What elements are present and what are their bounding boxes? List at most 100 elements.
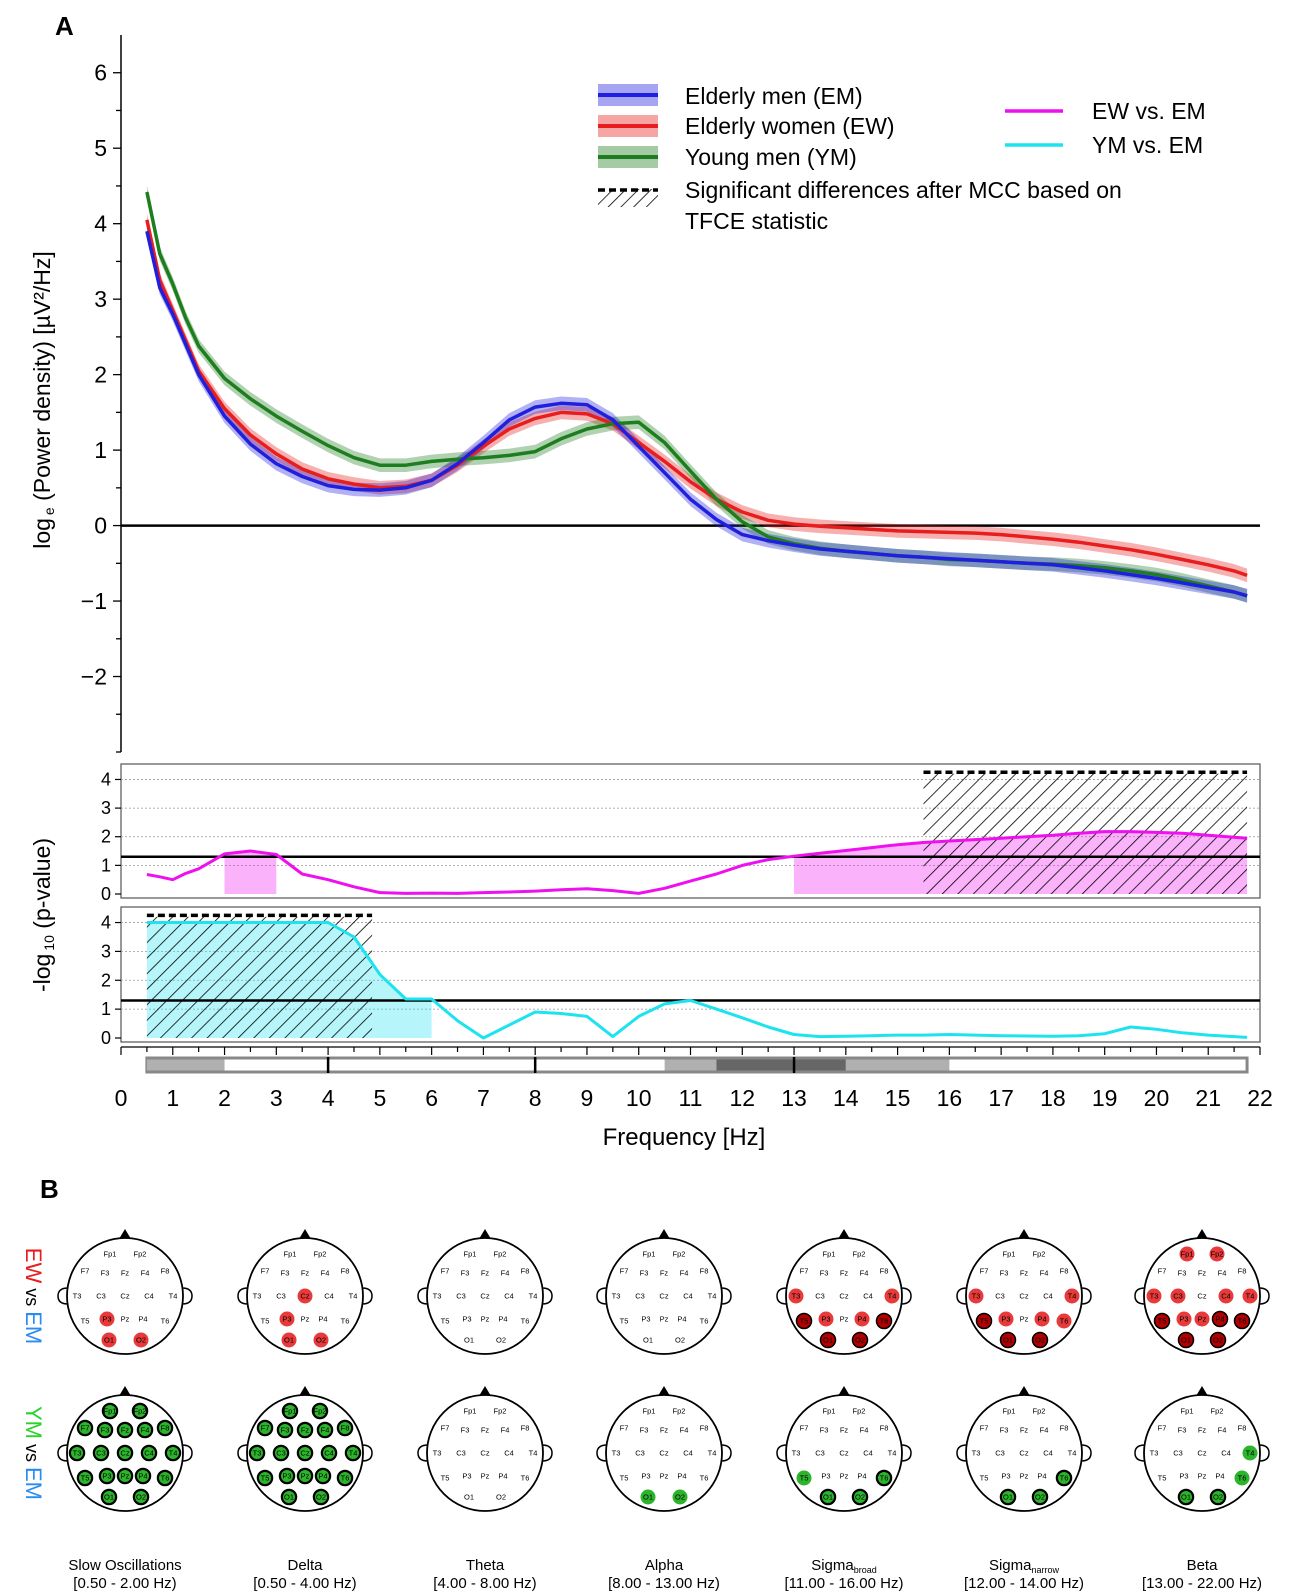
x-tick-label: 2 (218, 1085, 231, 1111)
electrode-label: F7 (441, 1424, 450, 1433)
electrode-label: Cz (659, 1292, 668, 1301)
ym-vs-em-y-tick-label: 2 (101, 970, 111, 990)
electrode-label: Fp2 (673, 1250, 686, 1259)
electrode-marker (1194, 1311, 1210, 1327)
electrode-label: Cz (1197, 1449, 1206, 1458)
scalp-band-name-main: Beta (1187, 1557, 1219, 1574)
scalp-band-name-main: Sigma (989, 1557, 1032, 1574)
row-label-vs: vs (22, 1439, 42, 1467)
scalp-band-range: [11.00 - 16.00 Hz) (785, 1575, 904, 1592)
left-ear (237, 1444, 249, 1462)
electrode-label: T3 (792, 1292, 801, 1301)
electrode-label: Fz (1020, 1426, 1029, 1435)
main-y-tick-label: 4 (94, 211, 107, 237)
electrode-label: P4 (138, 1315, 147, 1324)
electrode-label: F3 (461, 1426, 470, 1435)
electrode-label: Fp2 (1211, 1407, 1224, 1416)
ew-vs-em-y-tick-label: 4 (101, 769, 111, 789)
electrode-label: F4 (680, 1426, 689, 1435)
head-outline (426, 1237, 544, 1355)
electrode-marker (1242, 1288, 1258, 1304)
electrode-label: T3 (253, 1449, 262, 1458)
x-tick-label: 17 (988, 1085, 1014, 1111)
scalp-map-ew-vs-em-7: Fp1 Fp2 F7 F3 Fz F4 F8 T3 C3 Cz C4 T4 T5 P3 Pz P4 T6 O1 O2 (1134, 1229, 1270, 1355)
electrode-label: C3 (1173, 1292, 1183, 1301)
left-ear (1134, 1287, 1146, 1305)
electrode-label: F4 (1040, 1426, 1049, 1435)
electrode-label: T5 (800, 1317, 809, 1326)
left-ear (237, 1287, 249, 1305)
nose-marker (119, 1229, 131, 1239)
electrode-label: C3 (456, 1292, 466, 1301)
electrode-label: O2 (1035, 1493, 1045, 1502)
electrode-label: F7 (980, 1424, 989, 1433)
electrode-label: F7 (800, 1424, 809, 1433)
frequency-band-bar (145, 1056, 1249, 1074)
electrode-label: F4 (1040, 1269, 1049, 1278)
ym-vs-em-significance-hatch (146, 916, 373, 1038)
electrode-label: F3 (101, 1269, 110, 1278)
legend-item-ym: Young men (YM) (598, 144, 857, 170)
band-bar-light (146, 1059, 225, 1071)
scalp-band-range: [4.00 - 8.00 Hz) (433, 1575, 536, 1592)
electrode-label: Pz (121, 1315, 130, 1324)
left-ear (776, 1444, 788, 1462)
electrode-label: Pz (1020, 1315, 1029, 1324)
electrode-label: Fp1 (284, 1250, 297, 1259)
electrode-marker-fill (283, 1491, 295, 1503)
electrode-label: F7 (980, 1267, 989, 1276)
line-ym (145, 191, 1248, 598)
electrode-label: C3 (635, 1292, 645, 1301)
electrode-label: F4 (1218, 1426, 1227, 1435)
scalp-row-label-2: YM vs EM (21, 1406, 46, 1500)
head-outline (605, 1394, 723, 1512)
band-ew (146, 213, 1248, 583)
electrode-label: C3 (815, 1449, 825, 1458)
row-label-vs: vs (22, 1283, 42, 1311)
electrode-label: Fp2 (853, 1250, 866, 1259)
ym-vs-em-line (146, 921, 1248, 1040)
right-ear (1258, 1444, 1270, 1462)
electrode-label: O2 (1213, 1336, 1223, 1345)
electrode-marker (1064, 1288, 1080, 1304)
scalp-band-name-main: Slow Oscillations (68, 1557, 181, 1574)
electrode-label: F4 (501, 1426, 510, 1435)
band-bar-light (845, 1059, 950, 1071)
right-ear (720, 1287, 732, 1305)
electrode-label: P4 (857, 1315, 866, 1324)
electrode-marker-fill (104, 1405, 116, 1417)
electrode-label: T6 (1060, 1474, 1069, 1483)
ew-vs-em-y-tick-label: 3 (101, 798, 111, 818)
electrode-label: Fp2 (1033, 1407, 1046, 1416)
electrode-label: F3 (640, 1426, 649, 1435)
electrode-label: F4 (680, 1269, 689, 1278)
x-tick-label: 1 (166, 1085, 179, 1111)
electrode-label: P4 (1037, 1472, 1046, 1481)
electrode-marker-fill (1002, 1491, 1014, 1503)
electrode-label: Fp1 (1003, 1250, 1016, 1259)
electrode-label: P4 (318, 1315, 327, 1324)
electrode-label: C4 (683, 1449, 693, 1458)
electrode-label: Fp2 (853, 1407, 866, 1416)
electrode-label: Pz (481, 1472, 490, 1481)
electrode-marker-fill (119, 1470, 131, 1482)
ym-vs-em-y-tick-label: 0 (101, 1028, 111, 1048)
electrode-label: C4 (1221, 1449, 1231, 1458)
row-label-group-b: EM (21, 1311, 46, 1344)
electrode-label: T3 (1150, 1449, 1159, 1458)
legend-item-ew-vs-em: EW vs. EM (1005, 98, 1206, 124)
electrode-marker (1177, 1331, 1195, 1349)
electrode-label: T6 (700, 1474, 709, 1483)
electrode-label: F3 (1000, 1269, 1009, 1278)
electrode-label: Fz (660, 1269, 669, 1278)
scalp-map-ew-vs-em-5: Fp1 Fp2 F7 F3 Fz F4 F8 T3 C3 Cz C4 T4 T5 P3 Pz P4 T6 O1 O2 (776, 1229, 912, 1355)
electrode-label: P4 (857, 1472, 866, 1481)
electrode-label: P4 (318, 1472, 327, 1481)
electrode-label: Pz (660, 1472, 669, 1481)
x-tick-label: 11 (679, 1085, 703, 1111)
electrode-label: Pz (301, 1315, 310, 1324)
electrode-label: C4 (324, 1292, 334, 1301)
electrode-marker (1233, 1312, 1251, 1330)
electrode-marker-fill (134, 1405, 146, 1417)
head-outline (965, 1237, 1083, 1355)
